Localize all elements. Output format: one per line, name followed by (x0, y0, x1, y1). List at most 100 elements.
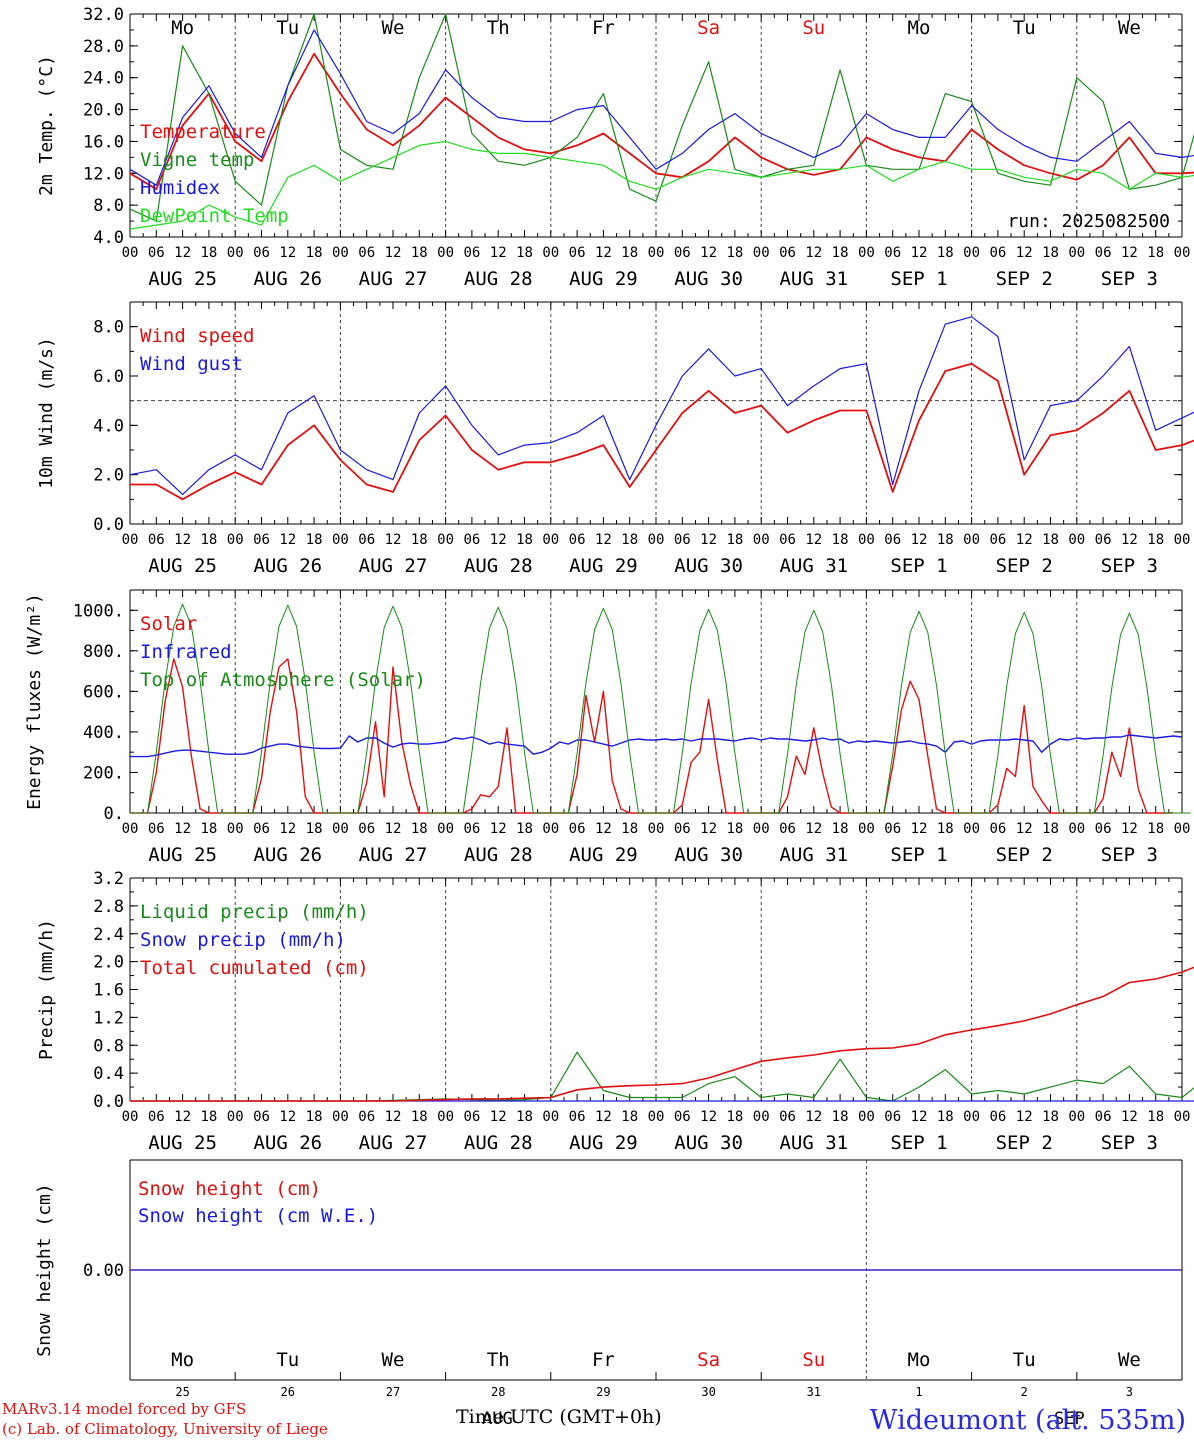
hour-label: 12 (490, 1109, 507, 1125)
hour-label: 00 (437, 821, 454, 837)
hour-label: 12 (1121, 532, 1138, 548)
weekday-label: Tu (1013, 1349, 1036, 1371)
hour-label: 12 (174, 1109, 191, 1125)
hour-label: 12 (911, 245, 928, 261)
series-line-humidex (129, 29, 1194, 186)
day-number-label: 30 (701, 1385, 715, 1399)
series-line-infrared (130, 734, 1183, 758)
hour-label: 12 (911, 532, 928, 548)
hour-label: 06 (989, 1109, 1006, 1125)
hour-label: 06 (463, 1109, 480, 1125)
y-tick-label: 8.0 (93, 318, 124, 338)
date-label: AUG 30 (674, 555, 743, 577)
y-axis-title: Precip (mm/h) (36, 919, 57, 1060)
hour-label: 06 (463, 532, 480, 548)
weekday-label: Th (487, 1349, 510, 1371)
date-label: AUG 27 (359, 1132, 428, 1154)
hour-label: 18 (411, 1109, 428, 1125)
hour-label: 00 (542, 821, 559, 837)
legend-entry: Snow height (cm W.E.) (138, 1205, 378, 1227)
date-label: SEP 2 (996, 1132, 1053, 1154)
hour-label: 06 (1095, 1109, 1112, 1125)
weekday-label: Sa (697, 1349, 720, 1371)
hour-label: 00 (858, 821, 875, 837)
date-label: SEP 1 (890, 1132, 947, 1154)
hour-label: 00 (1174, 1109, 1191, 1125)
hour-label: 18 (621, 245, 638, 261)
hour-label: 12 (805, 245, 822, 261)
hour-label: 12 (385, 1109, 402, 1125)
date-label: SEP 2 (996, 555, 1053, 577)
day-number-label: 26 (281, 1385, 295, 1399)
hour-label: 00 (227, 532, 244, 548)
y-axis-title: 10m Wind (m/s) (36, 337, 57, 489)
series-line-wind-speed (130, 362, 1194, 501)
hour-label: 06 (884, 1109, 901, 1125)
hour-label: 12 (1121, 1109, 1138, 1125)
y-tick-label: 1.6 (93, 981, 124, 1001)
hour-label: 06 (253, 1109, 270, 1125)
hour-label: 06 (989, 821, 1006, 837)
hour-label: 00 (542, 1109, 559, 1125)
hour-label: 00 (753, 245, 770, 261)
y-tick-label: 2.8 (93, 897, 124, 917)
hour-label: 18 (832, 532, 849, 548)
y-tick-label: 1000. (73, 601, 124, 621)
hour-label: 12 (595, 532, 612, 548)
hour-label: 00 (542, 532, 559, 548)
series-line-wind-gust (129, 316, 1194, 495)
hour-label: 12 (1016, 1109, 1033, 1125)
hour-label: 18 (411, 245, 428, 261)
hour-label: 18 (621, 821, 638, 837)
date-label: AUG 26 (253, 268, 322, 290)
day-number-label: 27 (386, 1385, 400, 1399)
month-label: SEP (1054, 1409, 1085, 1429)
hour-label: 00 (858, 245, 875, 261)
hour-label: 18 (726, 532, 743, 548)
hour-label: 06 (358, 245, 375, 261)
legend-entry: Liquid precip (mm/h) (140, 901, 369, 923)
y-tick-label: 24.0 (83, 69, 124, 89)
hour-label: 06 (148, 532, 165, 548)
y-tick-label: 12.0 (83, 164, 124, 184)
legend-entry: Total cumulated (cm) (140, 957, 369, 979)
hour-label: 00 (437, 532, 454, 548)
date-label: AUG 31 (779, 1132, 848, 1154)
weekday-label: Su (802, 17, 825, 39)
hour-label: 06 (463, 245, 480, 261)
hour-label: 00 (648, 821, 665, 837)
series-line-top-of-atmosphere-solar (130, 603, 1191, 814)
hour-label: 06 (779, 245, 796, 261)
hour-label: 12 (385, 532, 402, 548)
weekday-label: Fr (592, 17, 615, 39)
date-label: AUG 29 (569, 844, 638, 866)
legend-entry: Vigne temp (140, 149, 254, 171)
hour-label: 06 (884, 245, 901, 261)
hour-label: 00 (332, 821, 349, 837)
legend-entry: Temperature (140, 121, 266, 143)
hour-label: 12 (700, 245, 717, 261)
hour-label: 00 (227, 245, 244, 261)
hour-label: 06 (253, 821, 270, 837)
hour-label: 18 (937, 821, 954, 837)
hour-label: 12 (385, 821, 402, 837)
legend-entry: Wind gust (140, 353, 243, 375)
date-label: AUG 31 (779, 555, 848, 577)
hour-label: 06 (989, 245, 1006, 261)
hour-label: 06 (779, 1109, 796, 1125)
date-label: SEP 3 (1101, 268, 1158, 290)
weekday-label: Mo (908, 1349, 931, 1371)
hour-label: 00 (648, 532, 665, 548)
y-tick-label: 4.0 (93, 228, 124, 248)
day-number-label: 2 (1021, 1385, 1028, 1399)
y-tick-label: 0.4 (93, 1064, 124, 1084)
y-tick-label: 0. (104, 804, 124, 824)
hour-label: 06 (569, 245, 586, 261)
legend-entry: Wind speed (140, 325, 254, 347)
hour-label: 12 (1121, 245, 1138, 261)
hour-label: 18 (516, 532, 533, 548)
date-label: AUG 29 (569, 555, 638, 577)
credit-line-2: (c) Lab. of Climatology, University of L… (2, 1420, 328, 1438)
hour-label: 18 (832, 821, 849, 837)
